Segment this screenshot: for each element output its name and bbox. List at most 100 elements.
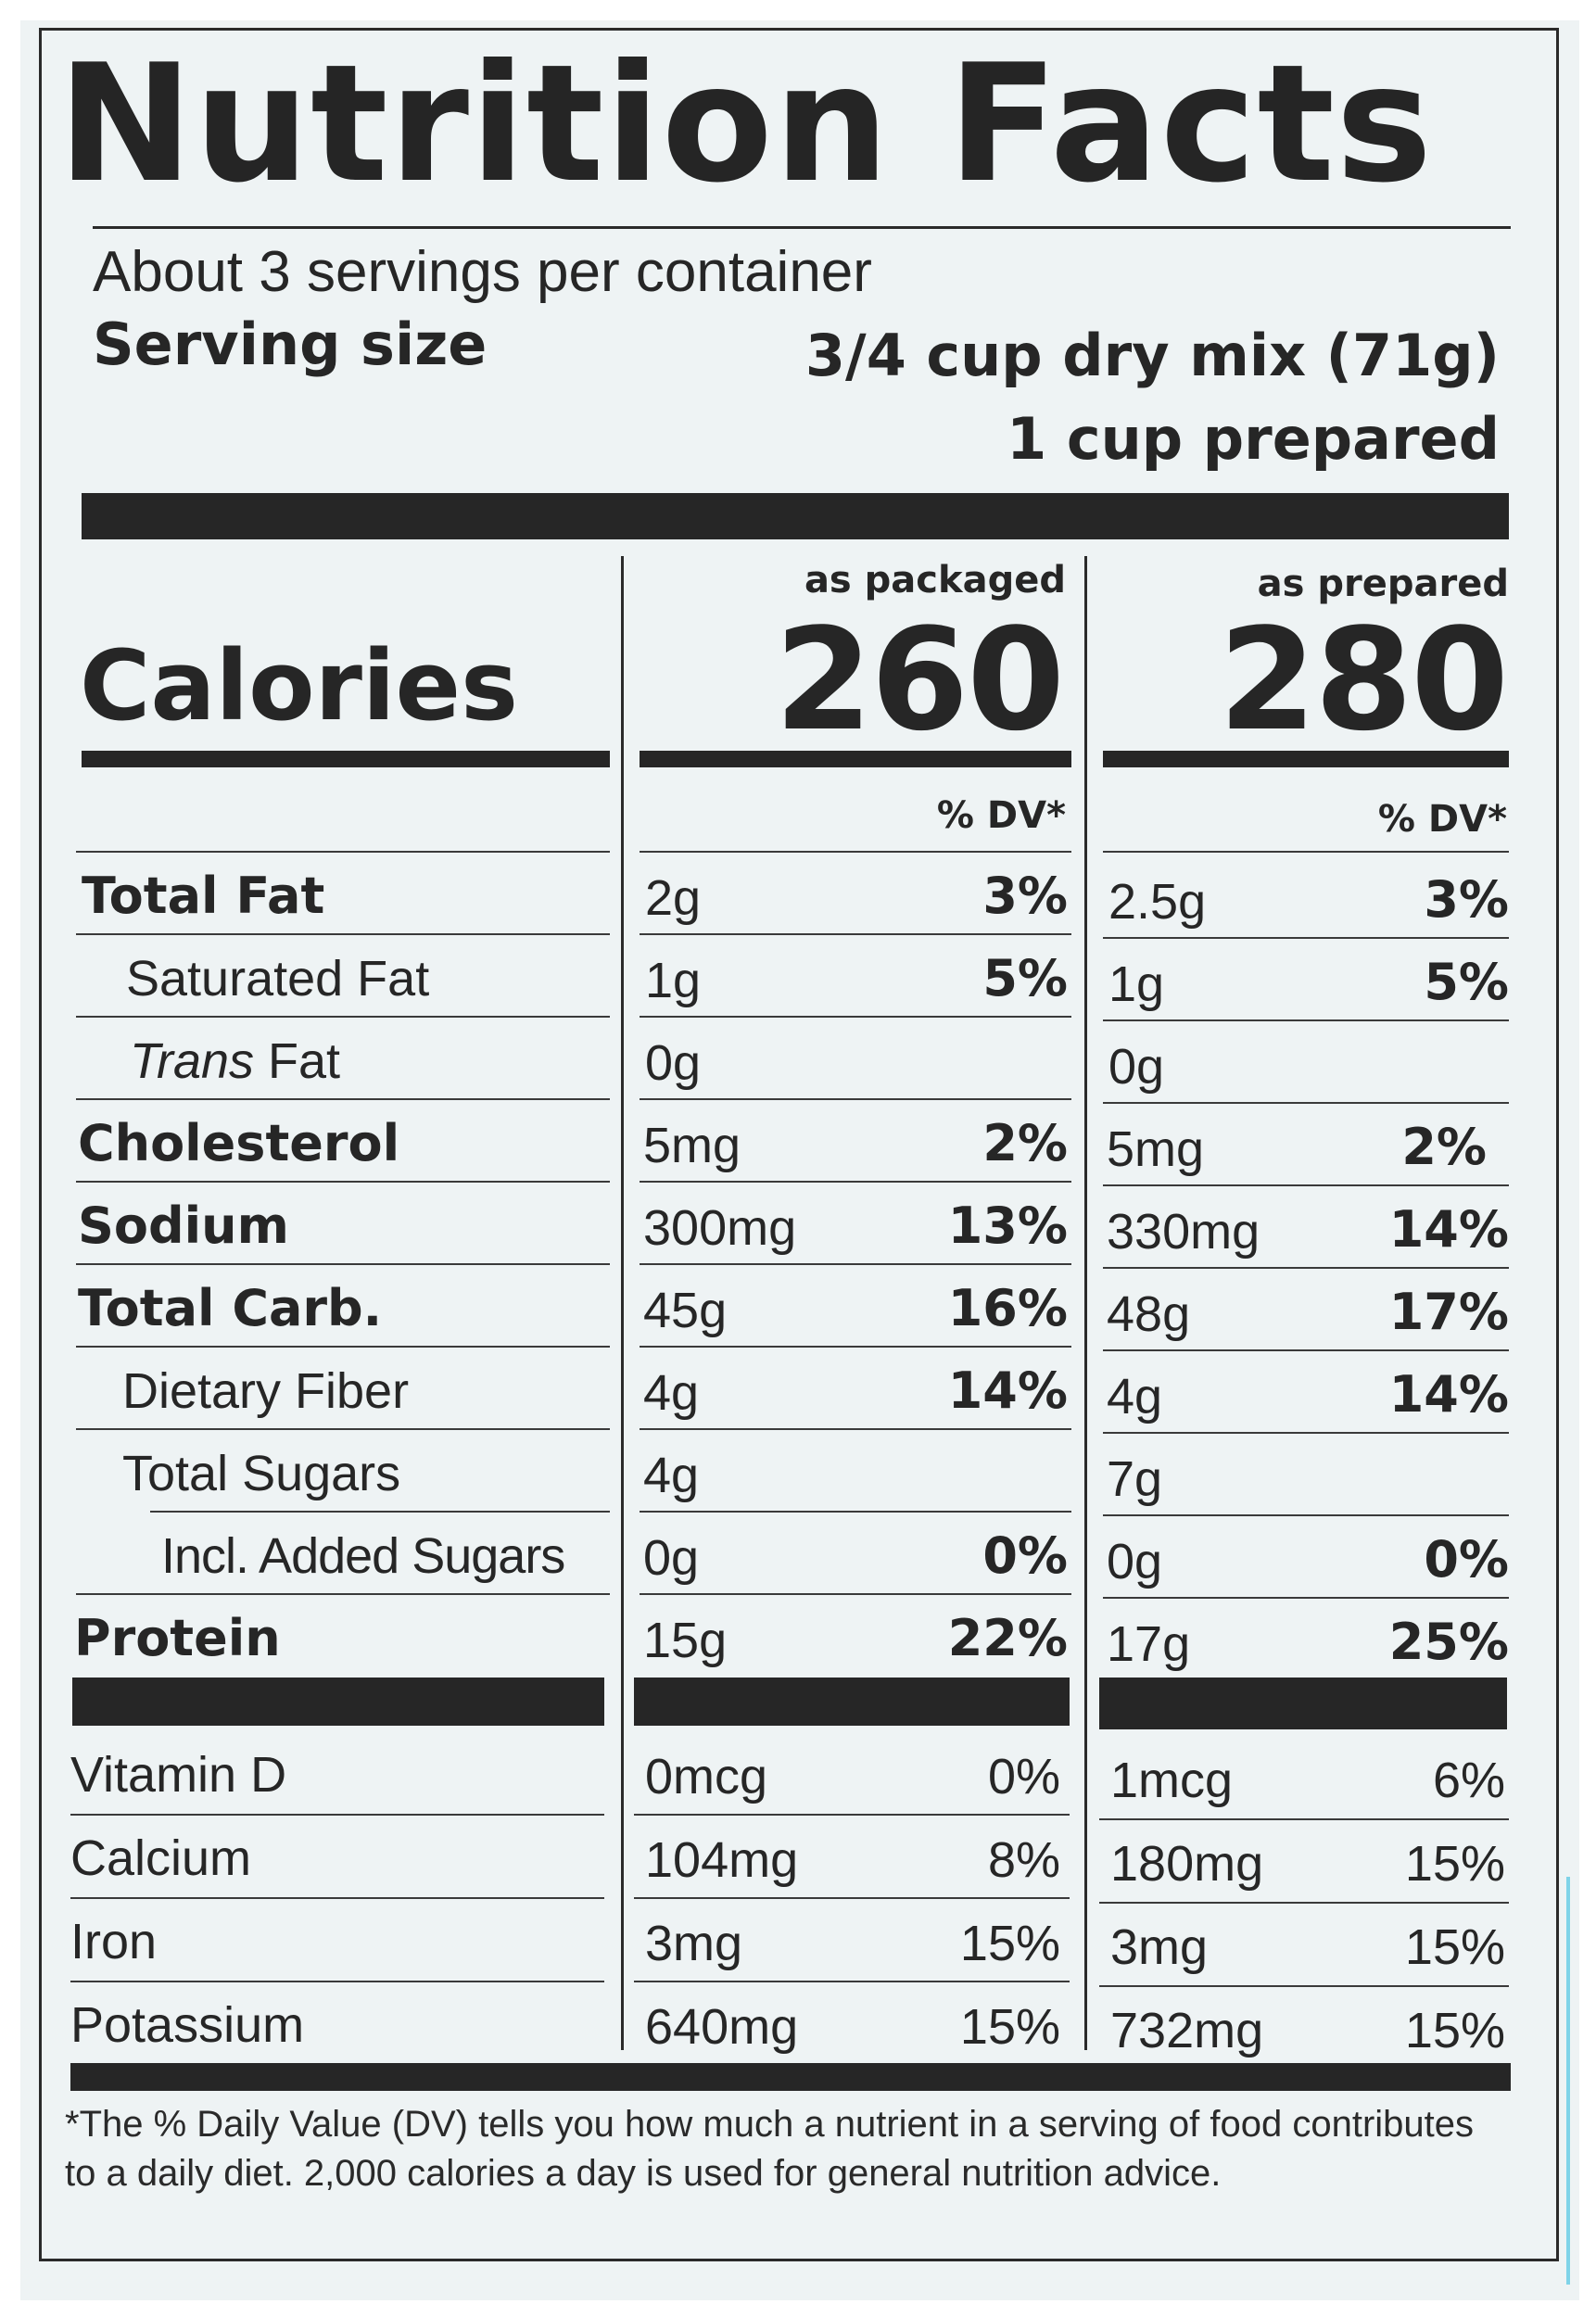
nutrient-row-protein: Protein 15g 22% 17g 25% [0,1597,1596,1679]
prepared-dv: 0% [1424,1530,1509,1589]
vitamin-row-calcium: Calcium 104mg 8% 180mg 15% [0,1817,1596,1904]
thick-bar-top [82,493,1509,539]
row-separator [1103,1102,1509,1104]
calories-prepared: 280 [1218,598,1509,762]
nutrient-name: Total Carb. [78,1279,383,1337]
trans-italic: Trans [130,1033,255,1089]
prepared-amount: 732mg [1110,2003,1264,2058]
row-separator [640,1346,1071,1348]
column-heading-prepared: as prepared [1257,563,1509,605]
packaged-dv: 0% [987,1749,1060,1804]
row-separator [70,1981,604,1982]
row-separator [150,1511,610,1513]
packaged-dv: 2% [982,1114,1068,1172]
packaged-amount: 300mg [643,1200,797,1256]
row-separator [634,1981,1070,1982]
row-separator [640,1098,1071,1100]
row-separator [640,933,1071,935]
packaged-dv: 8% [987,1832,1060,1888]
row-separator [640,1428,1071,1430]
row-separator [1103,1597,1509,1599]
row-separator [76,1016,610,1018]
prepared-dv: 15% [1404,1836,1505,1892]
nutrient-name: Sodium [78,1196,289,1255]
nutrient-row-added-sugars: Incl. Added Sugars 0g 0% 0g 0% [0,1514,1596,1599]
prepared-amount: 2.5g [1108,874,1207,930]
prepared-dv: 5% [1424,953,1509,1011]
prepared-dv: 2% [1401,1118,1487,1176]
nutrient-row-dietary-fiber: Dietary Fiber 4g 14% 4g 14% [0,1349,1596,1434]
serving-size-label: Serving size [93,310,488,378]
row-separator [76,1428,610,1430]
row-separator [76,851,610,853]
prepared-amount: 1g [1108,956,1165,1012]
row-separator [634,1814,1070,1816]
packaged-amount: 1g [645,953,702,1008]
packaged-amount: 45g [643,1283,728,1338]
prepared-dv: 25% [1388,1613,1509,1671]
packaged-amount: 640mg [645,1999,799,2055]
row-separator [70,1814,604,1816]
row-separator [640,1016,1071,1018]
packaged-dv: 5% [982,949,1068,1007]
row-separator [1099,1985,1509,1987]
packaged-dv: 13% [947,1196,1068,1255]
nutrient-row-total-fat: Total Fat 2g 3% 2.5g 3% [0,855,1596,939]
row-separator [640,851,1071,853]
prepared-amount: 48g [1107,1286,1191,1342]
vitamin-name: Vitamin D [70,1747,287,1803]
row-separator [640,1593,1071,1595]
dv-heading-packaged: % DV* [936,794,1066,837]
row-separator [1099,1902,1509,1904]
calories-packaged: 260 [774,598,1065,762]
footnote-text: The % Daily Value (DV) tells you how muc… [65,2104,1475,2194]
dv-heading-prepared: % DV* [1377,798,1507,841]
calories-bar-packaged [640,751,1071,767]
prepared-amount: 1mcg [1110,1753,1234,1808]
thick-bar-packaged [634,1678,1070,1726]
prepared-amount: 330mg [1107,1204,1260,1260]
vitamin-name: Iron [70,1914,158,1969]
calories-label: Calories [80,629,518,742]
packaged-amount: 104mg [645,1832,799,1888]
thick-bar-label [72,1678,604,1726]
nutrient-name: Saturated Fat [126,951,430,1007]
prepared-dv: 6% [1432,1753,1505,1808]
row-separator [640,1181,1071,1183]
row-separator [634,1897,1070,1899]
packaged-dv: 3% [982,867,1068,925]
prepared-dv: 15% [1404,2003,1505,2058]
packaged-amount: 4g [643,1365,700,1421]
prepared-dv: 17% [1388,1283,1509,1341]
nutrient-row-sodium: Sodium 300mg 13% 330mg 14% [0,1184,1596,1269]
row-separator [70,1897,604,1899]
packaged-dv: 22% [947,1609,1068,1667]
row-separator [640,1263,1071,1265]
prepared-dv: 14% [1388,1200,1509,1259]
row-separator [1103,851,1509,853]
label-title: Nutrition Facts [57,31,1434,219]
packaged-dv: 14% [947,1361,1068,1420]
edge-accent [1566,1877,1570,2285]
packaged-amount: 2g [645,870,702,926]
trans-suffix: Fat [254,1033,341,1089]
packaged-dv: 15% [959,1999,1060,2055]
thick-bar-prepared [1099,1678,1507,1729]
prepared-amount: 17g [1107,1616,1191,1672]
row-separator [1103,937,1509,939]
nutrient-row-cholesterol: Cholesterol 5mg 2% 5mg 2% [0,1102,1596,1186]
row-separator [1103,1349,1509,1351]
row-separator [1099,1818,1509,1820]
nutrient-row-total-sugars: Total Sugars 4g 7g [0,1432,1596,1516]
nutrient-row-trans-fat: Trans Fat 0g 0g [0,1019,1596,1104]
packaged-amount: 3mg [645,1916,743,1971]
calories-bar-prepared [1103,751,1509,767]
serving-size-prepared: 1 cup prepared [1007,405,1500,473]
prepared-amount: 0g [1107,1534,1163,1589]
vitamin-name: Potassium [70,1997,305,2053]
calories-bar-label [82,751,610,767]
vitamin-row-vitamin-d: Vitamin D 0mcg 0% 1mcg 6% [0,1733,1596,1820]
thick-bar-bottom [70,2063,1511,2091]
prepared-dv: 14% [1388,1365,1509,1424]
nutrient-name: Incl. Added Sugars [161,1528,565,1584]
